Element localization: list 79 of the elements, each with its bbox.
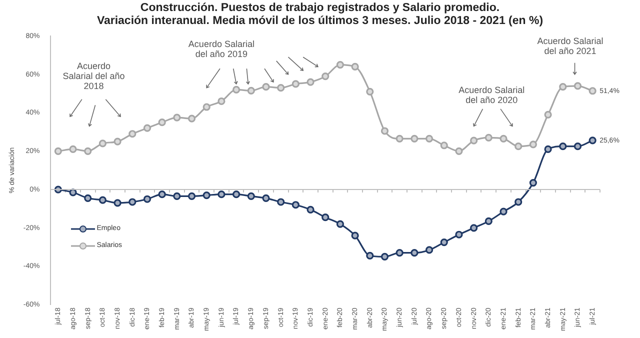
point (366, 252, 374, 260)
point (98, 196, 106, 204)
point (500, 134, 508, 142)
point (380, 252, 389, 260)
point (232, 86, 240, 94)
point (188, 192, 196, 200)
point (202, 191, 210, 200)
point (54, 147, 62, 155)
point (588, 136, 596, 144)
point (218, 190, 226, 198)
point (247, 86, 255, 94)
point (306, 78, 314, 86)
point (188, 114, 196, 122)
point (396, 249, 404, 257)
point (292, 80, 300, 88)
point (380, 127, 389, 135)
point (114, 199, 122, 207)
annotation: Acuerdo Salarial del año 2018 (62, 61, 125, 92)
point (470, 136, 478, 144)
point (128, 198, 136, 206)
point (425, 134, 434, 142)
point (218, 97, 226, 106)
chart-subtitle: Variación interanual. Media móvil de los últimos 3 meses. Julio 2018 - 2021 (en %) (96, 15, 544, 27)
point (158, 190, 166, 198)
point (559, 83, 567, 91)
point (69, 145, 77, 154)
chart-title: Construcción. Puestos de trabajo registrados y Salario promedio. (140, 2, 500, 14)
point (114, 138, 122, 146)
point (500, 208, 508, 216)
point (143, 124, 152, 132)
point (366, 88, 374, 96)
annotation: Acuerdo Salarial del año 2019 (188, 39, 254, 60)
point (336, 60, 344, 69)
point (588, 87, 596, 95)
point (529, 179, 537, 187)
point (98, 140, 106, 148)
point (440, 238, 448, 246)
point (484, 134, 492, 142)
point (277, 198, 285, 206)
point (484, 217, 492, 225)
point (306, 206, 314, 214)
point (396, 134, 404, 142)
point (128, 130, 136, 138)
point (455, 230, 463, 238)
point (559, 142, 567, 150)
point (470, 224, 478, 232)
point (544, 145, 552, 154)
point (173, 192, 181, 200)
point (322, 72, 330, 80)
point (410, 134, 418, 142)
point (455, 147, 463, 155)
point (69, 188, 77, 196)
point (262, 194, 270, 202)
point (336, 220, 344, 228)
point (410, 249, 418, 257)
point (529, 140, 537, 148)
point (262, 83, 270, 91)
point (158, 118, 166, 126)
annotation: Acuerdo Salarial del año 2020 (458, 85, 525, 106)
point (574, 82, 582, 90)
annotation: Acuerdo Salarial del año 2021 (537, 36, 604, 56)
point (574, 142, 582, 150)
point (544, 110, 552, 118)
point (202, 103, 210, 111)
point (143, 195, 152, 203)
point (514, 198, 522, 206)
point (84, 147, 92, 155)
point (277, 84, 285, 92)
point (232, 190, 240, 198)
point (351, 62, 359, 71)
point (84, 194, 92, 202)
point (247, 192, 255, 200)
point (440, 142, 448, 150)
point (322, 214, 330, 222)
point (351, 232, 359, 240)
point (425, 246, 434, 254)
point (173, 114, 181, 122)
point (292, 201, 300, 209)
point (514, 142, 522, 150)
